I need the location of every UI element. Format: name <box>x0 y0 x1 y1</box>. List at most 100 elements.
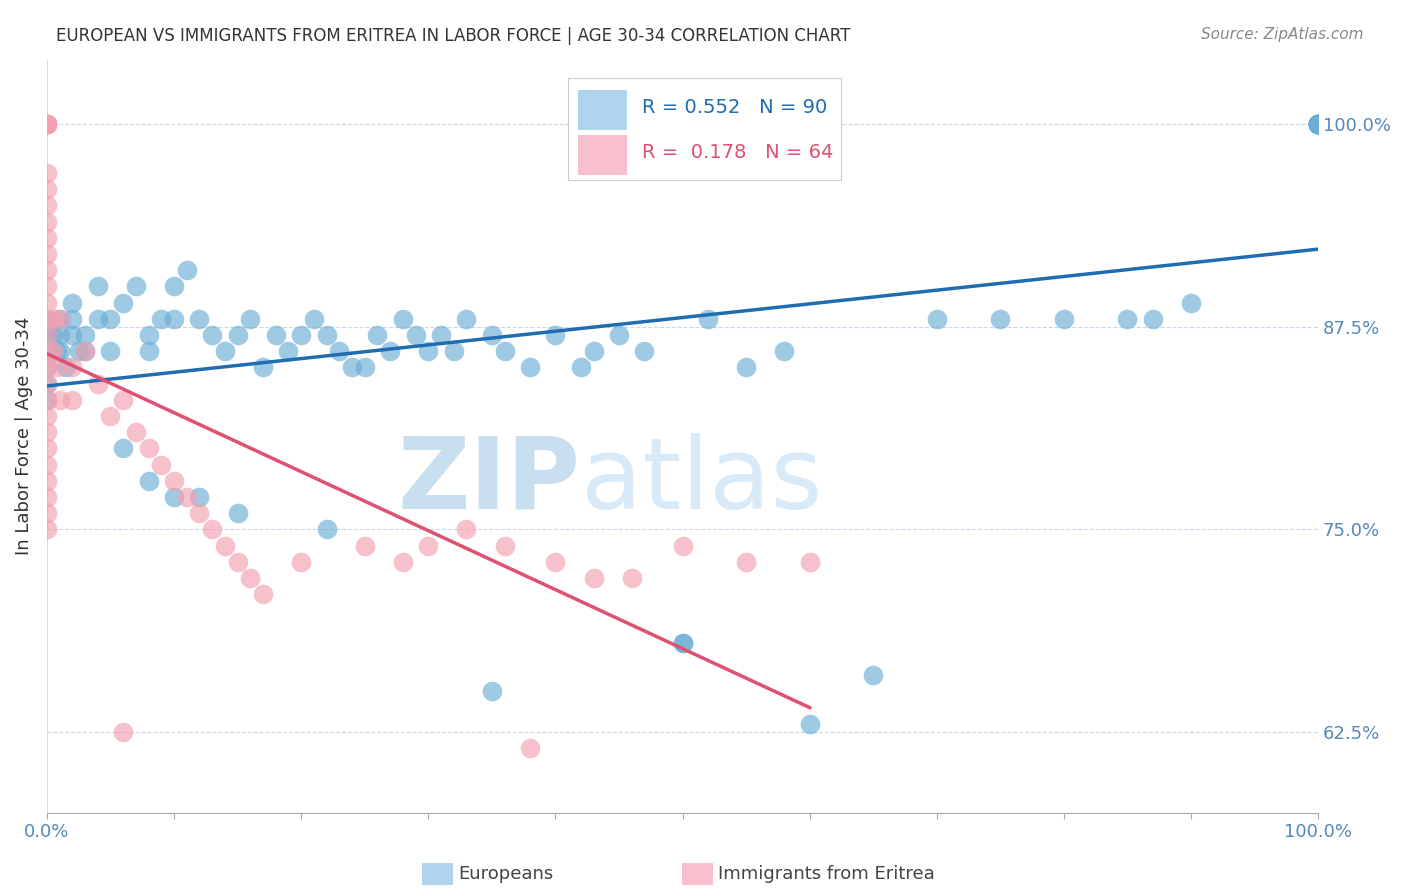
Point <box>73 344 96 359</box>
Point <box>340 360 363 375</box>
Point <box>35 247 58 261</box>
Point <box>418 539 440 553</box>
Point <box>150 311 173 326</box>
Point <box>1116 311 1139 326</box>
Point <box>1308 117 1330 131</box>
Point <box>252 587 274 601</box>
Point <box>100 344 122 359</box>
Point <box>112 392 135 407</box>
Point <box>582 571 605 585</box>
Point <box>35 311 58 326</box>
Point <box>35 409 58 423</box>
Point <box>60 311 83 326</box>
Point <box>138 344 160 359</box>
Point <box>519 360 541 375</box>
Point <box>163 490 186 504</box>
Point <box>35 117 58 131</box>
Point <box>988 311 1011 326</box>
Point <box>671 636 693 650</box>
Point <box>87 376 110 391</box>
Point <box>48 344 70 359</box>
Point <box>48 311 70 326</box>
Text: R =  0.178   N = 64: R = 0.178 N = 64 <box>641 143 834 161</box>
Point <box>73 328 96 343</box>
Point <box>35 523 58 537</box>
Point <box>697 311 720 326</box>
Point <box>1308 117 1330 131</box>
Point <box>443 344 465 359</box>
Point <box>138 474 160 488</box>
Point <box>214 539 236 553</box>
Point <box>239 571 262 585</box>
Point <box>430 328 453 343</box>
Point <box>799 555 821 569</box>
Point <box>252 360 274 375</box>
Point <box>1308 117 1330 131</box>
Point <box>35 214 58 228</box>
Point <box>35 344 58 359</box>
Point <box>42 311 65 326</box>
Point <box>277 344 299 359</box>
Point <box>773 344 796 359</box>
Point <box>163 279 186 293</box>
Point <box>494 539 516 553</box>
Point <box>125 425 148 440</box>
Point <box>35 360 58 375</box>
Point <box>799 716 821 731</box>
Point <box>35 425 58 440</box>
Point <box>378 344 401 359</box>
Point <box>35 376 58 391</box>
Point <box>1308 117 1330 131</box>
Point <box>188 506 211 520</box>
Text: ZIP: ZIP <box>398 433 581 530</box>
Point <box>35 198 58 212</box>
Point <box>1308 117 1330 131</box>
Point <box>35 442 58 456</box>
Point <box>48 392 70 407</box>
Point <box>569 360 592 375</box>
Point <box>176 490 198 504</box>
Point <box>112 725 135 739</box>
Point <box>328 344 350 359</box>
Point <box>671 636 693 650</box>
Point <box>671 539 693 553</box>
Point <box>1308 117 1330 131</box>
Point <box>176 263 198 277</box>
Point <box>125 279 148 293</box>
Point <box>607 328 630 343</box>
Y-axis label: In Labor Force | Age 30-34: In Labor Force | Age 30-34 <box>15 317 32 556</box>
Point <box>925 311 948 326</box>
Point <box>201 523 224 537</box>
Point <box>405 328 427 343</box>
FancyBboxPatch shape <box>578 90 627 129</box>
Point <box>35 458 58 472</box>
Point <box>163 474 186 488</box>
Point <box>55 360 77 375</box>
Point <box>100 311 122 326</box>
Text: R = 0.552   N = 90: R = 0.552 N = 90 <box>641 97 827 117</box>
Point <box>138 442 160 456</box>
FancyBboxPatch shape <box>568 78 841 180</box>
Text: Europeans: Europeans <box>458 865 554 883</box>
Point <box>35 490 58 504</box>
Point <box>48 328 70 343</box>
Point <box>1142 311 1164 326</box>
Point <box>46 360 69 375</box>
Point <box>1308 117 1330 131</box>
Point <box>494 344 516 359</box>
Point <box>735 555 758 569</box>
Point <box>353 539 375 553</box>
Point <box>60 295 83 310</box>
Point <box>226 555 249 569</box>
Point <box>582 344 605 359</box>
Point <box>456 311 478 326</box>
Point <box>87 311 110 326</box>
Point <box>48 311 70 326</box>
Point <box>214 344 236 359</box>
Point <box>519 741 541 756</box>
Point <box>544 328 567 343</box>
Point <box>35 263 58 277</box>
Point <box>315 328 337 343</box>
Text: EUROPEAN VS IMMIGRANTS FROM ERITREA IN LABOR FORCE | AGE 30-34 CORRELATION CHART: EUROPEAN VS IMMIGRANTS FROM ERITREA IN L… <box>56 27 851 45</box>
Point <box>239 311 262 326</box>
